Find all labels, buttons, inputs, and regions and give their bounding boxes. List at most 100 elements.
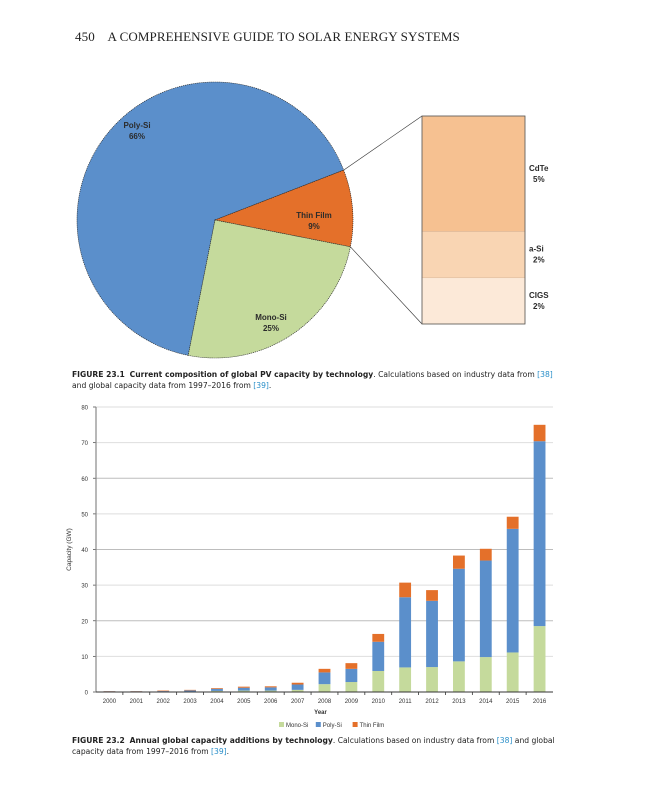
- y-tick-label-60: 60: [81, 477, 88, 483]
- bar-poly-si-2012: [426, 600, 438, 668]
- y-axis-label: Capacity (GW): [66, 528, 73, 571]
- figure-title: Current composition of global PV capacit…: [129, 370, 374, 379]
- bar-thin-film-2002: [157, 690, 170, 692]
- breakout-label-cdte: CdTe: [529, 164, 549, 173]
- pie-value-thin-film: 9%: [308, 222, 320, 231]
- bar-thin-film-2004: [211, 688, 223, 689]
- bar-poly-si-2013: [452, 568, 465, 662]
- pie-chart: Poly-Si 66% Thin Film 9% Mono-Si 25% CdTe 5% a-S…: [76, 81, 549, 359]
- breakout-label-cigs: CIGS: [529, 291, 549, 300]
- legend-label-poly-si: Poly-Si: [323, 723, 342, 729]
- legend-swatch-thin-film: [352, 722, 358, 727]
- y-tick-label-20: 20: [81, 619, 88, 625]
- breakout-frame: [421, 115, 526, 325]
- caption-text: and global capacity data from 1997–2016 …: [72, 380, 254, 390]
- bar-thin-film-2006: [264, 686, 277, 688]
- breakout-segment-cdte: [421, 115, 526, 232]
- page-number: 450: [75, 29, 95, 44]
- bar-thin-film-2007: [291, 682, 304, 685]
- figure-label: FIGURE 23.1: [72, 370, 125, 379]
- x-tick-label-2009: 2009: [345, 699, 359, 705]
- bar-poly-si-2016: [533, 441, 546, 627]
- reference-link[interactable]: [38]: [537, 370, 553, 379]
- bar-mono-si-2015: [506, 652, 519, 692]
- bar-mono-si-2005: [237, 690, 250, 692]
- bar-poly-si-2004: [211, 688, 223, 691]
- x-tick-label-2005: 2005: [237, 699, 251, 705]
- y-tick-label-40: 40: [81, 548, 88, 554]
- bar-poly-si-2002: [157, 691, 170, 692]
- x-tick-label-2004: 2004: [210, 699, 224, 705]
- legend-label-mono-si: Mono-Si: [286, 723, 308, 729]
- legend-swatch-mono-si: [279, 722, 284, 727]
- bar-mono-si-2007: [291, 689, 304, 692]
- x-tick-label-2003: 2003: [183, 699, 197, 705]
- bar-chart: 0 10 20 30 40 50 60 70 80 Capacity (GW) 2000 2001 20…: [66, 406, 553, 729]
- legend-swatch-poly-si: [315, 722, 321, 727]
- bar-poly-si-2015: [506, 528, 519, 653]
- bar-thin-film-2008: [318, 668, 331, 673]
- pie-value-poly-si: 66%: [129, 132, 145, 141]
- bar-thin-film-2009: [345, 663, 358, 669]
- x-tick-label-2008: 2008: [318, 699, 332, 705]
- pie-slice-mono-si: [187, 219, 351, 359]
- y-tick-label-10: 10: [81, 655, 88, 661]
- x-tick-label-2006: 2006: [264, 699, 278, 705]
- page-header: 450 A COMPREHENSIVE GUIDE TO SOLAR ENERG…: [75, 29, 460, 45]
- x-tick-label-2010: 2010: [372, 699, 386, 705]
- caption-text: .: [226, 746, 230, 756]
- x-tick-label-2002: 2002: [157, 699, 171, 705]
- bar-thin-film-2015: [506, 516, 519, 529]
- x-tick-label-2012: 2012: [425, 699, 439, 705]
- y-tick-label-0: 0: [85, 691, 89, 697]
- figure-caption-2: FIGURE 23.2 Annual global capacity addit…: [72, 736, 562, 757]
- bar-mono-si-2010: [372, 670, 385, 692]
- bar-poly-si-2003: [184, 690, 197, 692]
- reference-link[interactable]: [39]: [253, 380, 269, 390]
- bar-thin-film-2011: [399, 582, 412, 598]
- bar-mono-si-2012: [426, 667, 438, 692]
- figure-caption-1: FIGURE 23.1 Current composition of globa…: [72, 370, 562, 391]
- x-tick-label-2013: 2013: [452, 699, 466, 705]
- bar-poly-si-2010: [372, 641, 385, 671]
- x-tick-label-2000: 2000: [103, 699, 117, 705]
- legend-label-thin-film: Thin Film: [360, 723, 385, 729]
- bar-thin-film-2014: [479, 548, 492, 561]
- y-tick-label-30: 30: [81, 584, 88, 590]
- running-title: A COMPREHENSIVE GUIDE TO SOLAR ENERGY SY…: [107, 29, 460, 44]
- reference-link[interactable]: [39]: [211, 746, 227, 756]
- bar-mono-si-2016: [533, 626, 546, 692]
- pie-slice-poly-si: [76, 81, 345, 356]
- bar-mono-si-2008: [318, 684, 331, 692]
- bar-poly-si-2011: [399, 597, 412, 668]
- caption-text: . Calculations based on industry data fr…: [332, 736, 497, 745]
- bar-thin-film-2016: [533, 424, 546, 442]
- x-axis-label: Year: [314, 710, 327, 716]
- caption-text: .: [268, 380, 272, 390]
- caption-text: and global capacity data from 1997–2016 …: [72, 736, 555, 756]
- breakout-segment-a-si: [421, 231, 526, 279]
- bar-thin-film-2010: [372, 633, 385, 642]
- bar-poly-si-2006: [264, 687, 277, 691]
- pie-label-thin-film: Thin Film: [296, 211, 332, 220]
- caption-text: . Calculations based on industry data fr…: [373, 370, 538, 379]
- breakout-label-a-si: a-Si: [529, 245, 544, 254]
- bar-poly-si-2007: [291, 684, 304, 690]
- bar-poly-si-2014: [479, 560, 492, 658]
- bar-thin-film-2003: [184, 689, 197, 691]
- breakout-value-cigs: 2%: [533, 302, 545, 311]
- breakout-value-a-si: 2%: [533, 256, 545, 265]
- bar-poly-si-2009: [345, 668, 358, 683]
- x-tick-label-2016: 2016: [533, 699, 547, 705]
- connector-line-top: [343, 115, 423, 171]
- bar-mono-si-2006: [264, 690, 277, 692]
- reference-link[interactable]: [38]: [496, 736, 513, 745]
- bar-mono-si-2013: [452, 661, 465, 692]
- y-tick-label-80: 80: [81, 406, 88, 412]
- y-tick-label-70: 70: [81, 441, 88, 447]
- breakout-segment-cigs: [421, 277, 526, 325]
- bar-poly-si-2005: [237, 687, 250, 691]
- bar-thin-film-2012: [426, 590, 438, 601]
- y-tick-label-50: 50: [81, 512, 88, 518]
- bar-thin-film-2013: [452, 555, 465, 569]
